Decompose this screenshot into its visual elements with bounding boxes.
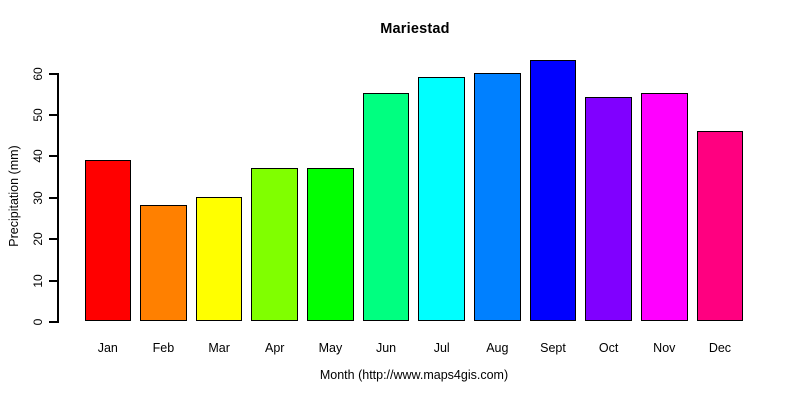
bar-apr bbox=[251, 167, 299, 321]
chart-title: Mariestad bbox=[380, 21, 450, 37]
y-axis-line bbox=[57, 72, 59, 323]
x-tick-label-feb: Feb bbox=[152, 341, 175, 355]
y-tick-label-text: 10 bbox=[31, 273, 45, 288]
bar-jun bbox=[362, 93, 410, 321]
y-axis-title-text: Precipitation (mm) bbox=[7, 145, 21, 247]
bar-feb bbox=[140, 205, 187, 321]
x-tick-label-jul: Jul bbox=[433, 341, 450, 355]
bar-dec bbox=[696, 130, 744, 321]
y-tick-60 bbox=[49, 72, 57, 75]
y-tick-0 bbox=[49, 321, 57, 323]
bar-mar bbox=[195, 196, 243, 321]
y-tick-50 bbox=[49, 114, 57, 116]
bar-jul bbox=[418, 76, 465, 321]
x-tick-label-nov: Nov bbox=[653, 341, 676, 355]
x-tick-label-jun: Jun bbox=[375, 341, 397, 355]
y-tick-label-text: 20 bbox=[31, 232, 45, 246]
y-tick-label-text: 50 bbox=[31, 108, 45, 122]
bar-may bbox=[307, 167, 354, 321]
x-axis-title: Month (http://www.maps4gis.com) bbox=[319, 368, 509, 382]
x-tick-label-apr: Apr bbox=[265, 341, 285, 355]
x-tick-label-dec: Dec bbox=[708, 341, 732, 355]
y-tick-20 bbox=[49, 238, 57, 241]
x-tick-label-jan: Jan bbox=[97, 341, 118, 355]
x-tick-label-aug: Aug bbox=[486, 341, 509, 355]
bar-jan bbox=[84, 159, 132, 321]
x-tick-label-mar: Mar bbox=[208, 341, 230, 355]
y-tick-label-text: 0 bbox=[31, 318, 45, 326]
y-tick-40 bbox=[49, 155, 57, 158]
x-tick-label-sept: Sept bbox=[540, 341, 566, 355]
y-tick-label-text: 40 bbox=[31, 149, 45, 164]
bar-sept bbox=[529, 60, 577, 321]
y-tick-label-text: 60 bbox=[31, 66, 45, 81]
bar-aug bbox=[474, 72, 521, 321]
y-tick-30 bbox=[49, 196, 57, 199]
x-tick-label-may: May bbox=[318, 341, 343, 355]
y-tick-label-text: 30 bbox=[31, 191, 45, 205]
x-tick-label-oct: Oct bbox=[598, 341, 619, 355]
bar-nov bbox=[641, 93, 688, 321]
bar-oct bbox=[585, 97, 632, 321]
y-tick-10 bbox=[49, 279, 57, 282]
